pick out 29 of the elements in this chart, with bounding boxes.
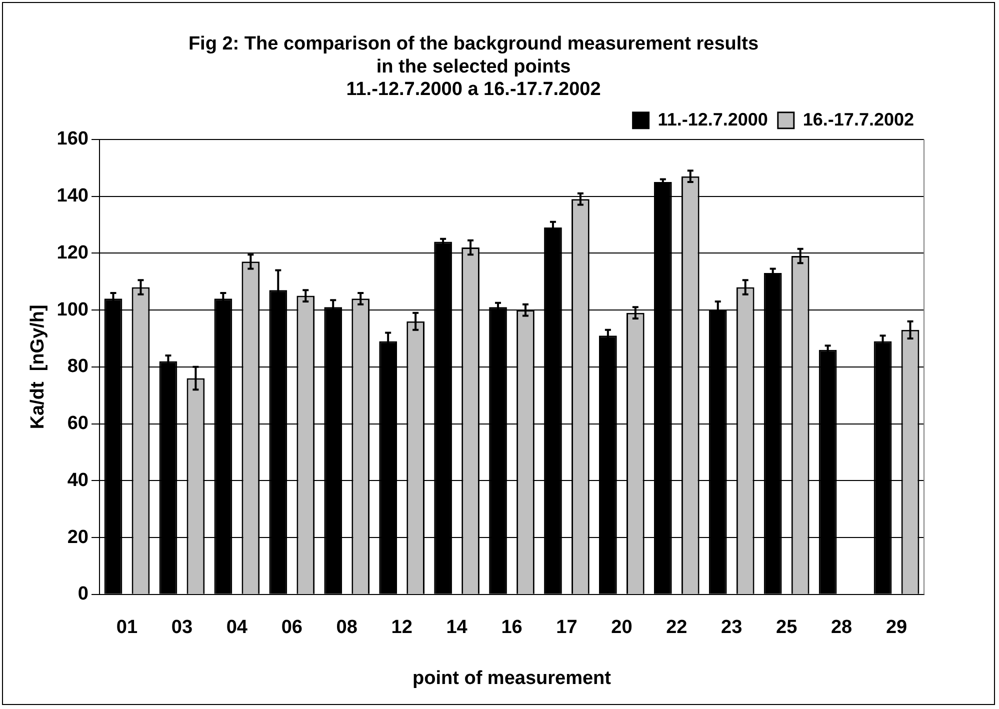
x-tick-label: 06	[281, 617, 302, 638]
x-tick-label: 23	[721, 617, 742, 638]
x-tick-label: 17	[556, 617, 578, 638]
y-tick-label: 120	[56, 242, 88, 264]
x-tick-label: 01	[116, 617, 138, 638]
x-tick-label: 04	[226, 617, 248, 638]
y-tick-label: 0	[78, 584, 88, 605]
x-tick-label: 03	[171, 617, 193, 638]
y-tick-label: 140	[56, 186, 88, 207]
x-tick-label: 16	[501, 617, 522, 638]
legend-label: 11.-12.7.2000	[658, 109, 768, 130]
x-tick-label: 20	[611, 617, 632, 638]
x-tick-label: 08	[336, 617, 358, 638]
y-tick-label: 20	[67, 526, 88, 548]
x-tick-label: 28	[830, 617, 852, 638]
y-axis-title: Ka/dt [nGy/h]	[28, 304, 49, 430]
y-tick-label: 100	[56, 299, 88, 320]
chart-title: Fig 2: The comparison of the background measurement results in the selected points 11.-12.7.2000 a 16.-17.7.2002	[188, 34, 759, 100]
x-tick-label: 14	[446, 617, 468, 638]
x-tick-label: 22	[666, 617, 688, 638]
y-tick-label: 40	[67, 470, 88, 491]
y-tick-label: 80	[67, 356, 88, 378]
x-tick-label: 25	[776, 617, 798, 638]
x-tick-label: 29	[886, 617, 908, 638]
y-tick-label: 160	[56, 128, 88, 150]
legend-label: 16.-17.7.2002	[802, 109, 914, 130]
x-tick-label: 12	[391, 617, 412, 638]
y-tick-label: 60	[67, 413, 88, 434]
x-axis-title: point of measurement	[412, 668, 612, 689]
